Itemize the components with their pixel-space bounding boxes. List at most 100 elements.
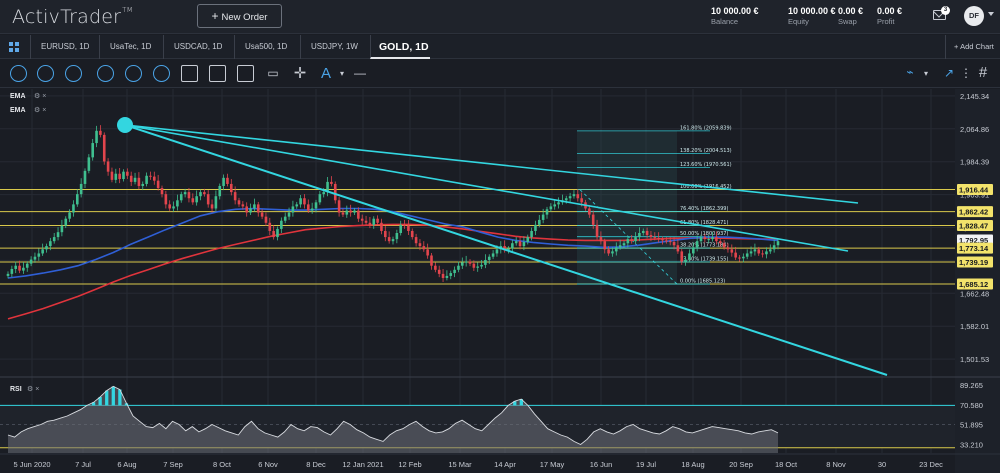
more-icon[interactable]: ⋮ bbox=[960, 66, 972, 80]
candle-body bbox=[742, 256, 745, 259]
new-order-button[interactable]: + New Order bbox=[197, 4, 282, 28]
candle-body bbox=[222, 177, 225, 186]
candle-body bbox=[260, 212, 264, 217]
indicator-label-ema-2[interactable]: EMA bbox=[10, 107, 26, 114]
chevron-down-icon[interactable]: ▾ bbox=[339, 69, 344, 78]
tab-eurusd[interactable]: EURUSD, 1D bbox=[30, 35, 89, 59]
candle-body bbox=[187, 192, 191, 199]
chart-type-icon[interactable]: ⌁ bbox=[906, 65, 914, 79]
app-logo[interactable]: ActivTraderTM bbox=[12, 6, 133, 28]
settings-icon[interactable]: ⚙ × bbox=[34, 93, 47, 100]
candle-body bbox=[576, 194, 580, 199]
add-chart-button[interactable]: + Add Chart bbox=[945, 35, 994, 59]
add-chart-label: Add Chart bbox=[960, 42, 994, 51]
candle-body bbox=[434, 265, 437, 270]
grid-lines-icon[interactable]: # bbox=[978, 64, 988, 81]
candle-body bbox=[572, 194, 576, 197]
tab-gold[interactable]: GOLD, 1D bbox=[370, 35, 430, 59]
price-chart[interactable]: 161.80% (2059.839) 138.20% (2004.513) 123.… bbox=[0, 89, 1000, 473]
candle-body bbox=[99, 130, 102, 135]
candle-body bbox=[129, 175, 133, 182]
time-axis-label: 18 Aug bbox=[681, 460, 704, 469]
indicator-label-rsi[interactable]: RSI bbox=[10, 386, 22, 393]
crosshair-icon[interactable]: ✛ bbox=[293, 65, 307, 82]
candle-body bbox=[772, 245, 776, 250]
tab-usdjpy[interactable]: USDJPY, 1W bbox=[300, 35, 358, 59]
half-moon-icon[interactable] bbox=[97, 65, 114, 82]
candle-body bbox=[360, 218, 364, 221]
candle-body bbox=[322, 192, 325, 195]
candle-body bbox=[218, 185, 222, 197]
candle-body bbox=[110, 171, 114, 180]
candle-body bbox=[730, 249, 734, 253]
settings-icon[interactable]: ⚙ × bbox=[34, 107, 47, 114]
text-tool-icon[interactable]: A bbox=[320, 65, 331, 82]
candle-body bbox=[464, 261, 468, 263]
crosshair-circle-icon[interactable] bbox=[10, 65, 27, 82]
price-tag-label: 1,792.95 bbox=[959, 236, 988, 245]
candle-body bbox=[580, 198, 583, 203]
trendline-shallow bbox=[124, 124, 859, 204]
candle-body bbox=[72, 204, 75, 213]
trendline-mid bbox=[124, 124, 849, 252]
candle-body bbox=[18, 265, 21, 271]
candle-body bbox=[484, 259, 487, 265]
candle-body bbox=[634, 237, 637, 242]
notifications-icon[interactable] bbox=[933, 10, 946, 20]
candle-body bbox=[145, 175, 148, 184]
candle-body bbox=[203, 192, 206, 195]
rsi-axis-label: 89.265 bbox=[960, 381, 983, 390]
price-tag-badge bbox=[957, 219, 993, 231]
avatar[interactable]: DF bbox=[964, 6, 984, 26]
indicator-icon[interactable]: ↗ bbox=[943, 66, 955, 80]
candle-body bbox=[268, 222, 272, 231]
settings-icon[interactable]: ⚙ × bbox=[27, 386, 40, 393]
candle-body bbox=[688, 253, 691, 260]
candle-body bbox=[765, 251, 768, 255]
ruler-icon[interactable]: ▭ bbox=[267, 66, 279, 80]
candle-body bbox=[680, 251, 684, 262]
watermark-icon[interactable] bbox=[209, 65, 226, 82]
candle-body bbox=[333, 183, 337, 201]
candle-body bbox=[29, 259, 33, 264]
chevron-down-icon[interactable]: ▾ bbox=[923, 69, 928, 78]
candle-body bbox=[699, 237, 703, 242]
candle-body bbox=[422, 246, 426, 250]
clock-circle-icon[interactable] bbox=[37, 65, 54, 82]
tab-usa500[interactable]: Usa500, 1D bbox=[234, 35, 287, 59]
tab-usdcad[interactable]: USDCAD, 1D bbox=[163, 35, 222, 59]
candle-body bbox=[526, 237, 530, 242]
candle-body bbox=[410, 230, 414, 238]
line-tool-icon[interactable]: — bbox=[354, 66, 366, 80]
candle-body bbox=[349, 210, 352, 213]
swap-summary: 0.00 € Swap bbox=[838, 6, 863, 26]
chart-tabs-bar bbox=[0, 35, 1000, 59]
calendar-icon[interactable] bbox=[237, 65, 254, 82]
candle-body bbox=[68, 212, 71, 219]
candle-body bbox=[122, 171, 125, 180]
chevron-down-icon[interactable] bbox=[988, 12, 994, 16]
indicator-label-ema-1[interactable]: EMA bbox=[10, 93, 26, 100]
profit-label: Profit bbox=[877, 17, 895, 26]
candle-body bbox=[114, 173, 118, 180]
tab-usatec[interactable]: UsaTec, 1D bbox=[99, 35, 151, 59]
candle-body bbox=[241, 204, 245, 207]
target-icon[interactable] bbox=[125, 65, 142, 82]
candle-body bbox=[176, 200, 179, 207]
pie-circle-icon[interactable] bbox=[65, 65, 82, 82]
price-tag-label: 1,685.12 bbox=[959, 280, 988, 289]
notifications-badge: 3 bbox=[941, 6, 950, 15]
candle-body bbox=[341, 212, 345, 215]
chart-canvas[interactable]: 161.80% (2059.839) 138.20% (2004.513) 123.… bbox=[0, 89, 1000, 473]
candle-body bbox=[437, 269, 441, 274]
candle-body bbox=[595, 224, 599, 238]
concentric-icon[interactable] bbox=[153, 65, 170, 82]
price-axis-label: 1,903.91 bbox=[960, 191, 989, 200]
candle-body bbox=[395, 233, 399, 240]
candle-body bbox=[722, 243, 726, 248]
layout-grid-icon[interactable] bbox=[9, 42, 19, 52]
price-tag-label: 1,739.19 bbox=[959, 258, 988, 267]
dividend-icon[interactable] bbox=[181, 65, 198, 82]
candle-body bbox=[137, 177, 141, 186]
candle-body bbox=[384, 230, 387, 238]
